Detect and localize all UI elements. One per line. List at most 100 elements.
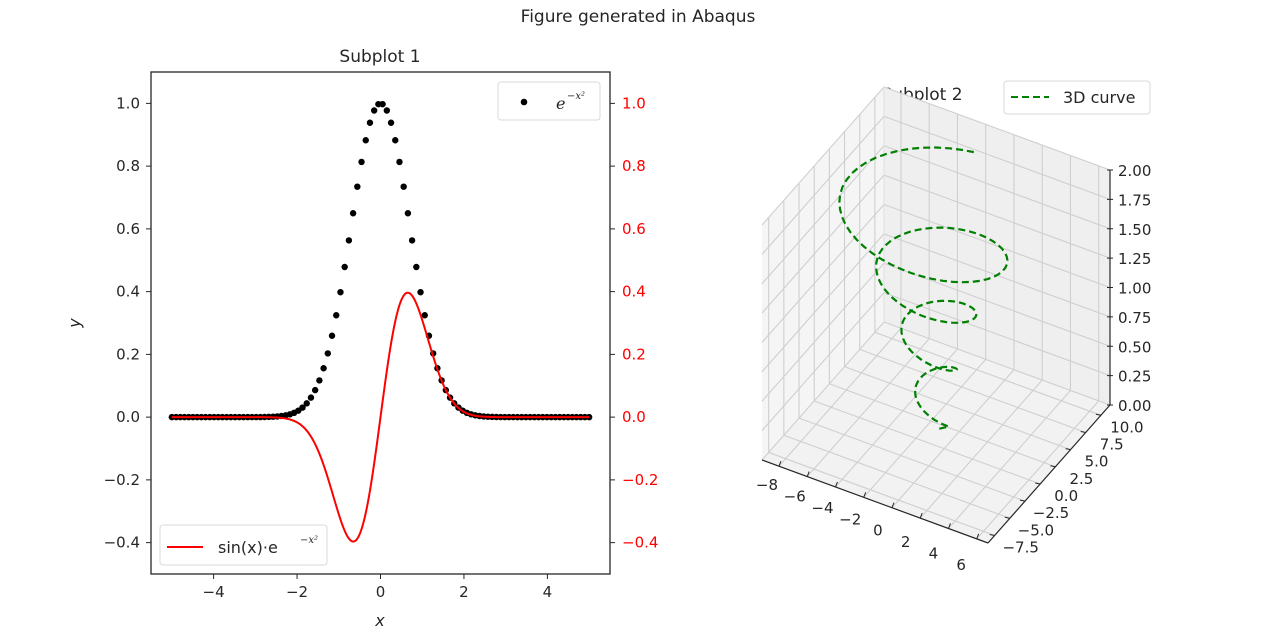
y-tick-label-3d: 5.0	[1085, 453, 1109, 471]
y-tick-label-left: 0.0	[116, 408, 140, 426]
x-tick-label-3d: 2	[901, 533, 911, 551]
scatter-point	[333, 312, 340, 319]
y-tick-label-3d: −2.5	[1033, 504, 1069, 522]
subplot-2: Subplot 2 −8−6−4−20246−7.5−5.0−2.50.02.5…	[756, 80, 1152, 574]
scatter-point	[404, 210, 412, 217]
y-tick-label-3d: 0.0	[1054, 487, 1078, 505]
y-tick-label-left: 0.2	[116, 345, 140, 363]
z-tick-label-3d: 0.25	[1118, 368, 1151, 386]
y-tick-label-right: 1.0	[622, 94, 646, 112]
y-tick-label-left: −0.2	[104, 471, 140, 489]
legend-3d: 3D curve	[1003, 80, 1151, 115]
x-tick-label: −2	[286, 583, 308, 601]
subplot-1: Subplot 1 −4 −2 0 2 4 −0.4 −0.2 0.0 0.2 0.4 0.6 0.…	[65, 47, 658, 630]
scatter-point	[311, 386, 319, 394]
scatter-point	[341, 263, 348, 271]
scatter-point	[362, 137, 369, 144]
legend-label-damped-base: sin(x)·e	[218, 538, 278, 557]
y-tick-label-right: 0.8	[622, 157, 646, 175]
subplot-2-curve	[838, 146, 1009, 430]
subplot-1-frame	[150, 71, 611, 575]
scatter-point	[328, 332, 336, 339]
y-tick-label-left: 1.0	[116, 94, 140, 112]
legend-box	[497, 81, 601, 121]
y-tick-label-left: 0.8	[116, 157, 140, 175]
scatter-point	[358, 158, 365, 166]
scatter-point	[370, 107, 378, 114]
x-tick-label-3d: 0	[873, 522, 883, 540]
y-tick-label-right: 0.2	[622, 345, 646, 363]
x-tick-label: 2	[459, 583, 469, 601]
y-tick-label-right: −0.4	[622, 534, 658, 552]
y-tick-label-3d: −7.5	[1002, 538, 1038, 556]
subplot-1-plot-area	[168, 100, 593, 543]
scatter-point	[337, 288, 344, 296]
subplot-1-title: Subplot 1	[339, 47, 420, 67]
x-tick-label-3d: −2	[839, 510, 861, 528]
subplot-1-xlabel: x	[374, 611, 385, 630]
legend-box	[1003, 80, 1151, 115]
subplot-1-y-ticks-left: −0.4 −0.2 0.0 0.2 0.4 0.6 0.8 1.0	[104, 94, 151, 552]
y-tick-label-3d: 10.0	[1110, 418, 1143, 436]
scatter-point	[320, 365, 327, 372]
y-tick-label-right: −0.2	[622, 471, 658, 489]
z-tick-label-3d: 0.50	[1118, 338, 1151, 356]
subplot-1-ylabel: y	[65, 318, 84, 329]
scatter-point	[354, 183, 361, 190]
y-tick-label-3d: 7.5	[1100, 435, 1124, 453]
z-tick-label-3d: 1.00	[1118, 280, 1151, 298]
scatter-point	[379, 100, 386, 108]
y-tick-label-3d: −5.0	[1018, 521, 1054, 539]
figure-suptitle: Figure generated in Abaqus	[521, 7, 756, 27]
x-tick-label-3d: −8	[756, 476, 778, 494]
legend-label-gauss-base: e	[556, 94, 565, 113]
scatter-point	[324, 350, 332, 357]
scatter-point	[408, 237, 416, 244]
floor-pane	[762, 322, 1110, 543]
subplot-1-y-ticks-right: −0.4 −0.2 0.0 0.2 0.4 0.6 0.8 1.0	[610, 94, 658, 552]
y-tick-label-left: −0.4	[104, 534, 140, 552]
scatter-point	[299, 404, 306, 411]
scatter-marker-icon	[520, 98, 528, 106]
subplot-1-x-ticks: −4 −2 0 2 4	[203, 574, 553, 601]
y-tick-label-left: 0.6	[116, 220, 140, 238]
z-tick-label-3d: 2.00	[1118, 162, 1151, 180]
scatter-point	[417, 288, 424, 296]
z-tick-label-3d: 1.75	[1118, 191, 1151, 209]
scatter-point	[366, 119, 374, 126]
z-tick-label-3d: 1.50	[1118, 221, 1151, 239]
scatter-point	[307, 394, 315, 401]
scatter-point	[387, 119, 395, 126]
x-tick-label: 4	[543, 583, 553, 601]
y-tick-label-right: 0.4	[622, 283, 646, 301]
z-tick-label-3d: 0.75	[1118, 309, 1151, 327]
helix-curve	[838, 146, 1009, 430]
legend-label-gauss-sup: −x²	[567, 91, 585, 102]
y-tick-label-right: 0.0	[622, 408, 646, 426]
damped-sine-line	[171, 291, 590, 543]
x-tick-label-3d: 4	[929, 544, 939, 562]
legend-label-damped-sup: −x²	[300, 535, 318, 546]
scatter-point	[400, 183, 407, 190]
scatter-point	[316, 377, 323, 384]
scatter-point	[396, 158, 403, 166]
scatter-point	[421, 312, 428, 319]
legend-lower-left: sin(x)·e −x²	[159, 524, 328, 566]
z-tick-label-3d: 1.25	[1118, 250, 1151, 268]
x-tick-label: −4	[203, 583, 225, 601]
x-tick-label-3d: −4	[811, 499, 833, 517]
x-tick-label-3d: 6	[956, 556, 966, 574]
x-tick-label-3d: −6	[784, 488, 806, 506]
y-tick-label-left: 0.4	[116, 283, 140, 301]
x-tick-label: 0	[376, 583, 386, 601]
legend-label-3d-curve: 3D curve	[1063, 88, 1135, 107]
legend-box	[159, 524, 328, 566]
scatter-point	[392, 137, 399, 144]
scatter-point	[349, 210, 357, 217]
scatter-point	[383, 107, 391, 114]
legend-upper-right: e −x²	[497, 81, 601, 121]
y-tick-label-right: 0.6	[622, 220, 646, 238]
y-tick-label-3d: 2.5	[1069, 470, 1093, 488]
